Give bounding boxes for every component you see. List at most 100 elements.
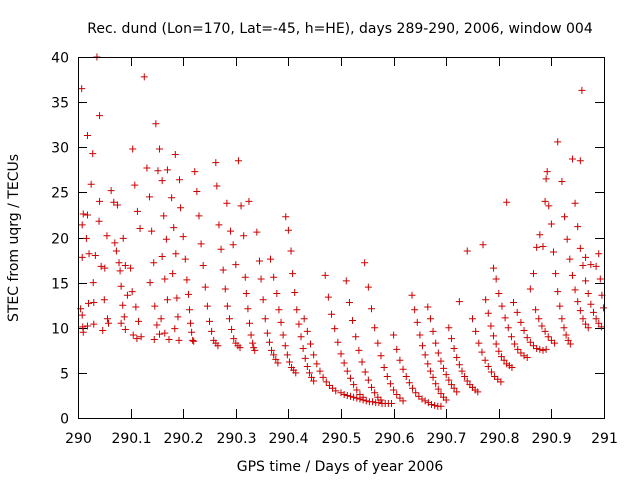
data-point-marker: [560, 324, 568, 332]
data-point-marker: [328, 310, 336, 318]
data-point-marker: [270, 351, 278, 359]
data-point-marker: [241, 273, 249, 281]
x-tick-label: 290: [65, 431, 92, 447]
data-point-marker: [508, 363, 516, 371]
data-point-marker: [151, 302, 159, 310]
data-point-marker: [487, 368, 495, 376]
data-point-marker: [105, 319, 113, 327]
data-point-marker: [361, 259, 369, 267]
data-point-marker: [115, 259, 123, 267]
data-point-marker: [242, 289, 250, 297]
data-point-marker: [267, 255, 275, 263]
data-point-marker: [340, 359, 348, 367]
data-point-marker: [156, 330, 164, 338]
data-point-marker: [270, 273, 278, 281]
data-point-marker: [541, 327, 549, 335]
data-point-marker: [152, 120, 160, 128]
data-point-marker: [263, 329, 271, 337]
data-point-marker: [447, 335, 455, 343]
data-points: [77, 53, 607, 410]
data-point-marker: [127, 264, 135, 272]
data-point-marker: [361, 368, 369, 376]
data-point-marker: [146, 193, 154, 201]
data-point-marker: [475, 339, 483, 347]
data-point-marker: [165, 335, 173, 343]
data-point-marker: [368, 383, 376, 391]
data-point-marker: [324, 293, 332, 301]
data-point-marker: [223, 302, 231, 310]
data-point-marker: [463, 247, 471, 255]
data-point-marker: [566, 340, 574, 348]
x-tick-label: 290.2: [163, 431, 203, 447]
data-point-marker: [536, 345, 544, 353]
data-point-marker: [287, 247, 295, 255]
data-point-marker: [584, 324, 592, 332]
data-point-marker: [150, 335, 158, 343]
data-point-marker: [574, 298, 582, 306]
x-tick-label: 290.1: [111, 431, 151, 447]
data-point-marker: [171, 150, 179, 158]
data-point-marker: [119, 234, 127, 242]
data-point-marker: [447, 381, 455, 389]
data-point-marker: [110, 198, 118, 206]
data-point-marker: [526, 285, 534, 293]
data-point-marker: [301, 354, 309, 362]
data-point-marker: [513, 308, 521, 316]
data-point-marker: [78, 221, 86, 229]
data-point-marker: [79, 323, 87, 331]
data-point-marker: [353, 386, 361, 394]
data-point-marker: [558, 178, 566, 186]
data-point-marker: [368, 305, 376, 313]
data-point-marker: [497, 353, 505, 361]
data-point-marker: [103, 232, 111, 240]
data-point-marker: [353, 394, 361, 402]
data-point-marker: [191, 168, 199, 176]
data-point-marker: [369, 398, 377, 406]
data-point-marker: [539, 346, 547, 354]
y-tick-label: 15: [51, 277, 69, 293]
data-point-marker: [587, 300, 595, 308]
data-point-marker: [83, 132, 91, 140]
data-point-marker: [597, 323, 605, 331]
data-point-marker: [96, 112, 104, 120]
data-point-marker: [146, 279, 154, 287]
data-point-marker: [169, 270, 177, 278]
data-point-marker: [424, 360, 432, 368]
data-point-marker: [498, 302, 506, 310]
data-point-marker: [390, 386, 398, 394]
data-point-marker: [479, 241, 487, 249]
x-tick-label: 290.7: [426, 431, 466, 447]
data-point-marker: [481, 356, 489, 364]
y-tick-label: 20: [51, 232, 69, 248]
data-point-marker: [461, 372, 469, 380]
data-point-marker: [492, 340, 500, 348]
data-point-marker: [544, 333, 552, 341]
data-point-marker: [161, 275, 169, 283]
data-point-marker: [163, 166, 171, 174]
data-point-marker: [305, 369, 313, 377]
data-point-marker: [128, 288, 136, 296]
data-point-marker: [245, 319, 253, 327]
data-point-marker: [162, 235, 170, 243]
data-point-marker: [203, 302, 211, 310]
data-point-marker: [253, 228, 261, 236]
data-point-marker: [236, 344, 244, 352]
data-point-marker: [133, 335, 141, 343]
data-point-marker: [212, 159, 220, 167]
data-point-marker: [487, 322, 495, 330]
data-point-marker: [232, 261, 240, 269]
data-point-marker: [437, 390, 445, 398]
data-point-marker: [85, 250, 93, 258]
data-point-marker: [426, 315, 434, 323]
data-point-marker: [193, 187, 201, 195]
data-point-marker: [497, 378, 505, 386]
data-point-marker: [568, 271, 576, 279]
data-point-marker: [350, 381, 358, 389]
data-point-marker: [453, 354, 461, 362]
data-point-marker: [247, 331, 255, 339]
data-point-marker: [129, 331, 137, 339]
data-point-marker: [259, 296, 267, 304]
data-point-marker: [592, 315, 600, 323]
